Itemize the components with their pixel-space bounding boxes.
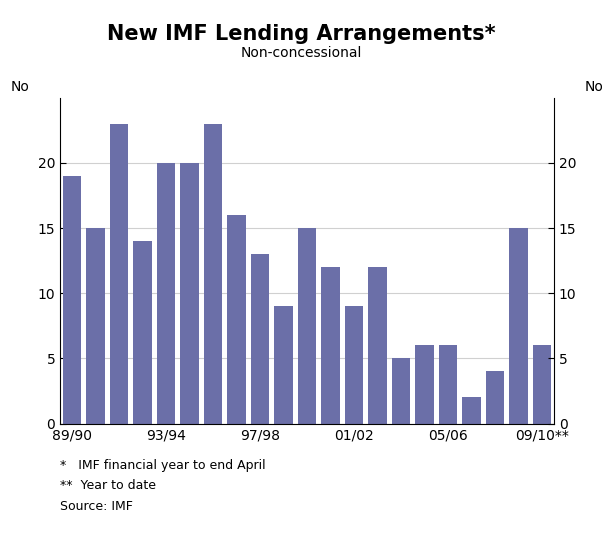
- Bar: [297, 228, 317, 424]
- Text: Non-concessional: Non-concessional: [240, 46, 362, 60]
- Bar: [63, 176, 81, 424]
- Text: Source: IMF: Source: IMF: [60, 500, 133, 513]
- Bar: [321, 267, 340, 424]
- Bar: [368, 267, 387, 424]
- Text: New IMF Lending Arrangements*: New IMF Lending Arrangements*: [107, 24, 495, 45]
- Bar: [133, 241, 152, 424]
- Bar: [439, 345, 458, 424]
- Bar: [86, 228, 105, 424]
- Bar: [110, 124, 128, 424]
- Text: No: No: [585, 80, 602, 94]
- Text: **  Year to date: ** Year to date: [60, 479, 156, 492]
- Bar: [462, 397, 481, 424]
- Bar: [533, 345, 551, 424]
- Bar: [250, 254, 270, 424]
- Bar: [203, 124, 222, 424]
- Bar: [227, 215, 246, 424]
- Bar: [157, 163, 175, 424]
- Text: *   IMF financial year to end April: * IMF financial year to end April: [60, 459, 266, 472]
- Bar: [274, 306, 293, 424]
- Bar: [344, 306, 364, 424]
- Text: No: No: [11, 80, 29, 94]
- Bar: [509, 228, 528, 424]
- Bar: [486, 371, 504, 424]
- Bar: [415, 345, 434, 424]
- Bar: [180, 163, 199, 424]
- Bar: [392, 358, 411, 424]
